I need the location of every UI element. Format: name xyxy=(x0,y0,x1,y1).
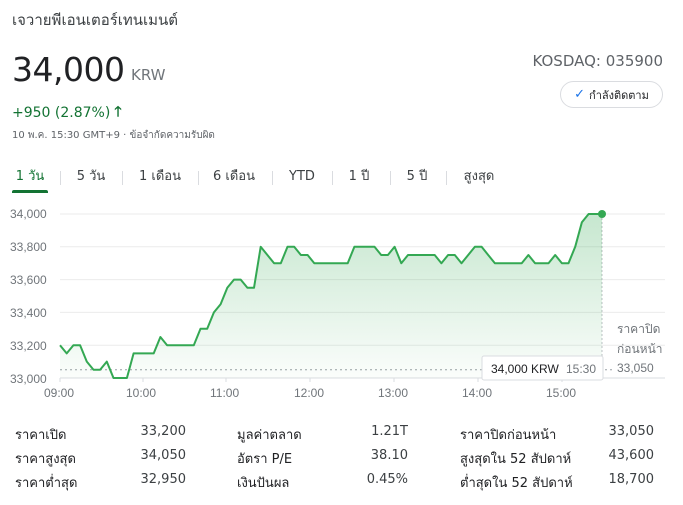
follow-button[interactable]: ✓ กำลังติดตาม xyxy=(560,81,663,108)
stat-label: ราคาเปิด xyxy=(15,428,67,443)
x-tick-label: 10:00 xyxy=(126,386,156,400)
tab-divider xyxy=(332,171,333,185)
stat-label: เงินปันผล xyxy=(237,476,290,491)
tab-divider xyxy=(60,171,61,185)
tab-divider xyxy=(446,171,447,185)
x-axis-labels: 09:00 10:00 11:00 12:00 13:00 14:00 15:0… xyxy=(44,386,576,400)
x-tick-label: 13:00 xyxy=(378,386,408,400)
company-name: เจวายพีเอนเตอร์เทนเมนต์ xyxy=(12,11,179,29)
stat-label: อัตรา P/E xyxy=(237,452,293,467)
tab-divider xyxy=(198,171,199,185)
follow-label: กำลังติดตาม xyxy=(589,88,649,102)
exchange-ticker: KOSDAQ: 035900 xyxy=(532,52,663,70)
stat-label: สูงสุดใน 52 สัปดาห์ xyxy=(460,452,572,467)
x-tick-label: 14:00 xyxy=(462,386,492,400)
tab-5d[interactable]: 5 วัน xyxy=(76,169,106,184)
stat-value: 0.45% xyxy=(366,472,408,487)
last-price-dot xyxy=(598,210,606,218)
time-range-tabs: 1 วัน 5 วัน 1 เดือน 6 เดือน YTD 1 ปี 5 ป… xyxy=(0,165,683,193)
price-change: +950 (2.87%) 🡑 xyxy=(12,101,122,125)
price-change-value: +950 (2.87%) xyxy=(12,105,111,121)
timestamp: 10 พ.ค. 15:30 GMT+9 · ข้อจำกัดความรับผิด xyxy=(12,130,215,141)
stat-label: ราคาสูงสุด xyxy=(15,452,76,467)
tooltip-box xyxy=(481,355,604,381)
tab-divider xyxy=(272,171,273,185)
stock-price: 34,000 xyxy=(12,50,125,89)
stat-value: 38.10 xyxy=(370,448,408,463)
stat-value: 32,950 xyxy=(140,472,187,487)
tab-1d[interactable]: 1 วัน xyxy=(12,165,48,193)
currency-label: KRW xyxy=(131,66,166,84)
y-tick-label: 33,000 xyxy=(10,372,47,386)
stat-label: ต่ำสุดใน 52 สัปดาห์ xyxy=(460,476,573,491)
x-tick-label: 11:00 xyxy=(210,386,239,400)
tab-1y[interactable]: 1 ปี xyxy=(348,169,370,184)
tab-6m[interactable]: 6 เดือน xyxy=(213,169,255,184)
price-tooltip: 34,000 KRW 15:30 xyxy=(481,355,604,381)
stat-value: 1.21T xyxy=(371,424,408,439)
stat-label: ราคาปิดก่อนหน้า xyxy=(460,428,557,443)
stat-value: 43,600 xyxy=(608,448,655,463)
stat-row: ราคาสูงสุด 34,050 อัตรา P/E 38.10 สูงสุด… xyxy=(0,448,683,472)
previous-close-value: 33,050 xyxy=(617,361,654,375)
stat-value: 34,050 xyxy=(140,448,187,463)
y-tick-label: 33,800 xyxy=(10,240,47,254)
tab-ytd[interactable]: YTD xyxy=(289,169,315,184)
stat-row: ราคาเปิด 33,200 มูลค่าตลาด 1.21T ราคาปิด… xyxy=(0,424,683,448)
tooltip-price: 34,000 KRW xyxy=(491,362,559,376)
stat-value: 18,700 xyxy=(608,472,655,487)
y-tick-label: 33,600 xyxy=(10,273,47,287)
price-area xyxy=(60,214,602,378)
tab-max[interactable]: สูงสุด xyxy=(463,169,495,184)
stat-value: 33,050 xyxy=(608,424,655,439)
stat-label: มูลค่าตลาด xyxy=(237,428,302,443)
previous-close-label: ก่อนหน้า xyxy=(617,342,663,356)
stat-value: 33,200 xyxy=(140,424,187,439)
price-chart[interactable]: 34,000 33,800 33,600 33,400 33,200 33,00… xyxy=(0,200,683,410)
y-axis-labels: 34,000 33,800 33,600 33,400 33,200 33,00… xyxy=(10,207,47,386)
tab-1m[interactable]: 1 เดือน xyxy=(139,169,181,184)
check-icon: ✓ xyxy=(574,87,586,102)
y-tick-label: 33,200 xyxy=(10,339,47,353)
x-tick-label: 12:00 xyxy=(294,386,324,400)
arrow-up-icon: 🡑 xyxy=(114,104,122,120)
stat-label: ราคาต่ำสุด xyxy=(15,476,78,491)
y-tick-label: 33,400 xyxy=(10,306,47,320)
price-line xyxy=(59,213,602,379)
stat-row: ราคาต่ำสุด 32,950 เงินปันผล 0.45% ต่ำสุด… xyxy=(0,472,683,496)
x-tick-label: 15:00 xyxy=(546,386,576,400)
previous-close-label: ราคาปิด xyxy=(617,322,660,336)
x-tick-label: 09:00 xyxy=(44,386,74,400)
y-tick-label: 34,000 xyxy=(10,207,47,221)
tab-divider xyxy=(122,171,123,185)
tooltip-time: 15:30 xyxy=(566,362,596,376)
tab-5y[interactable]: 5 ปี xyxy=(406,169,428,184)
tab-divider xyxy=(390,171,391,185)
